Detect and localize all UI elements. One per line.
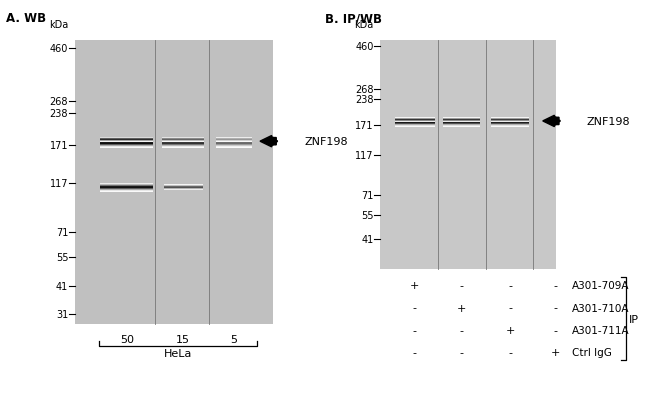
- Text: A301-709A: A301-709A: [572, 281, 629, 290]
- Text: -: -: [413, 303, 417, 313]
- Text: -: -: [413, 347, 417, 357]
- Text: 460: 460: [50, 44, 68, 54]
- Text: IP: IP: [629, 314, 638, 324]
- FancyArrow shape: [543, 116, 559, 127]
- Text: 460: 460: [356, 42, 374, 52]
- Text: -: -: [460, 325, 463, 335]
- Text: ZNF198: ZNF198: [587, 117, 630, 127]
- Text: 268: 268: [50, 97, 68, 107]
- Text: +: +: [506, 325, 515, 335]
- Text: 71: 71: [56, 228, 68, 237]
- Text: A301-710A: A301-710A: [572, 303, 629, 313]
- Text: +: +: [410, 281, 419, 290]
- Text: HeLa: HeLa: [164, 348, 192, 358]
- Text: 71: 71: [361, 190, 374, 200]
- Text: kDa: kDa: [354, 20, 374, 30]
- Text: +: +: [457, 303, 466, 313]
- Text: 5: 5: [231, 334, 237, 344]
- Text: -: -: [508, 303, 512, 313]
- Text: -: -: [460, 347, 463, 357]
- Text: A301-711A: A301-711A: [572, 325, 630, 335]
- Text: ZNF198: ZNF198: [304, 137, 348, 147]
- Text: 15: 15: [176, 334, 190, 344]
- Text: -: -: [508, 347, 512, 357]
- Text: -: -: [554, 281, 558, 290]
- Text: 50: 50: [120, 334, 134, 344]
- Text: 31: 31: [56, 309, 68, 319]
- Text: -: -: [508, 281, 512, 290]
- Text: 171: 171: [356, 121, 374, 131]
- Text: 55: 55: [361, 211, 374, 221]
- Text: 117: 117: [50, 178, 68, 188]
- Text: 171: 171: [50, 141, 68, 151]
- Text: Ctrl IgG: Ctrl IgG: [572, 347, 612, 357]
- Text: kDa: kDa: [49, 20, 68, 30]
- Text: -: -: [554, 325, 558, 335]
- FancyArrow shape: [260, 136, 276, 147]
- Bar: [380, 40, 556, 269]
- Text: 238: 238: [356, 94, 374, 104]
- Text: -: -: [460, 281, 463, 290]
- Text: 117: 117: [356, 151, 374, 161]
- Text: 55: 55: [56, 253, 68, 262]
- Text: 268: 268: [356, 85, 374, 95]
- Text: B. IP/WB: B. IP/WB: [325, 12, 382, 25]
- Text: 41: 41: [56, 281, 68, 292]
- Text: A. WB: A. WB: [6, 12, 47, 25]
- Text: -: -: [413, 325, 417, 335]
- Text: 238: 238: [50, 109, 68, 119]
- Text: 41: 41: [361, 234, 374, 244]
- Bar: [75, 40, 273, 324]
- Text: -: -: [554, 303, 558, 313]
- Text: +: +: [551, 347, 560, 357]
